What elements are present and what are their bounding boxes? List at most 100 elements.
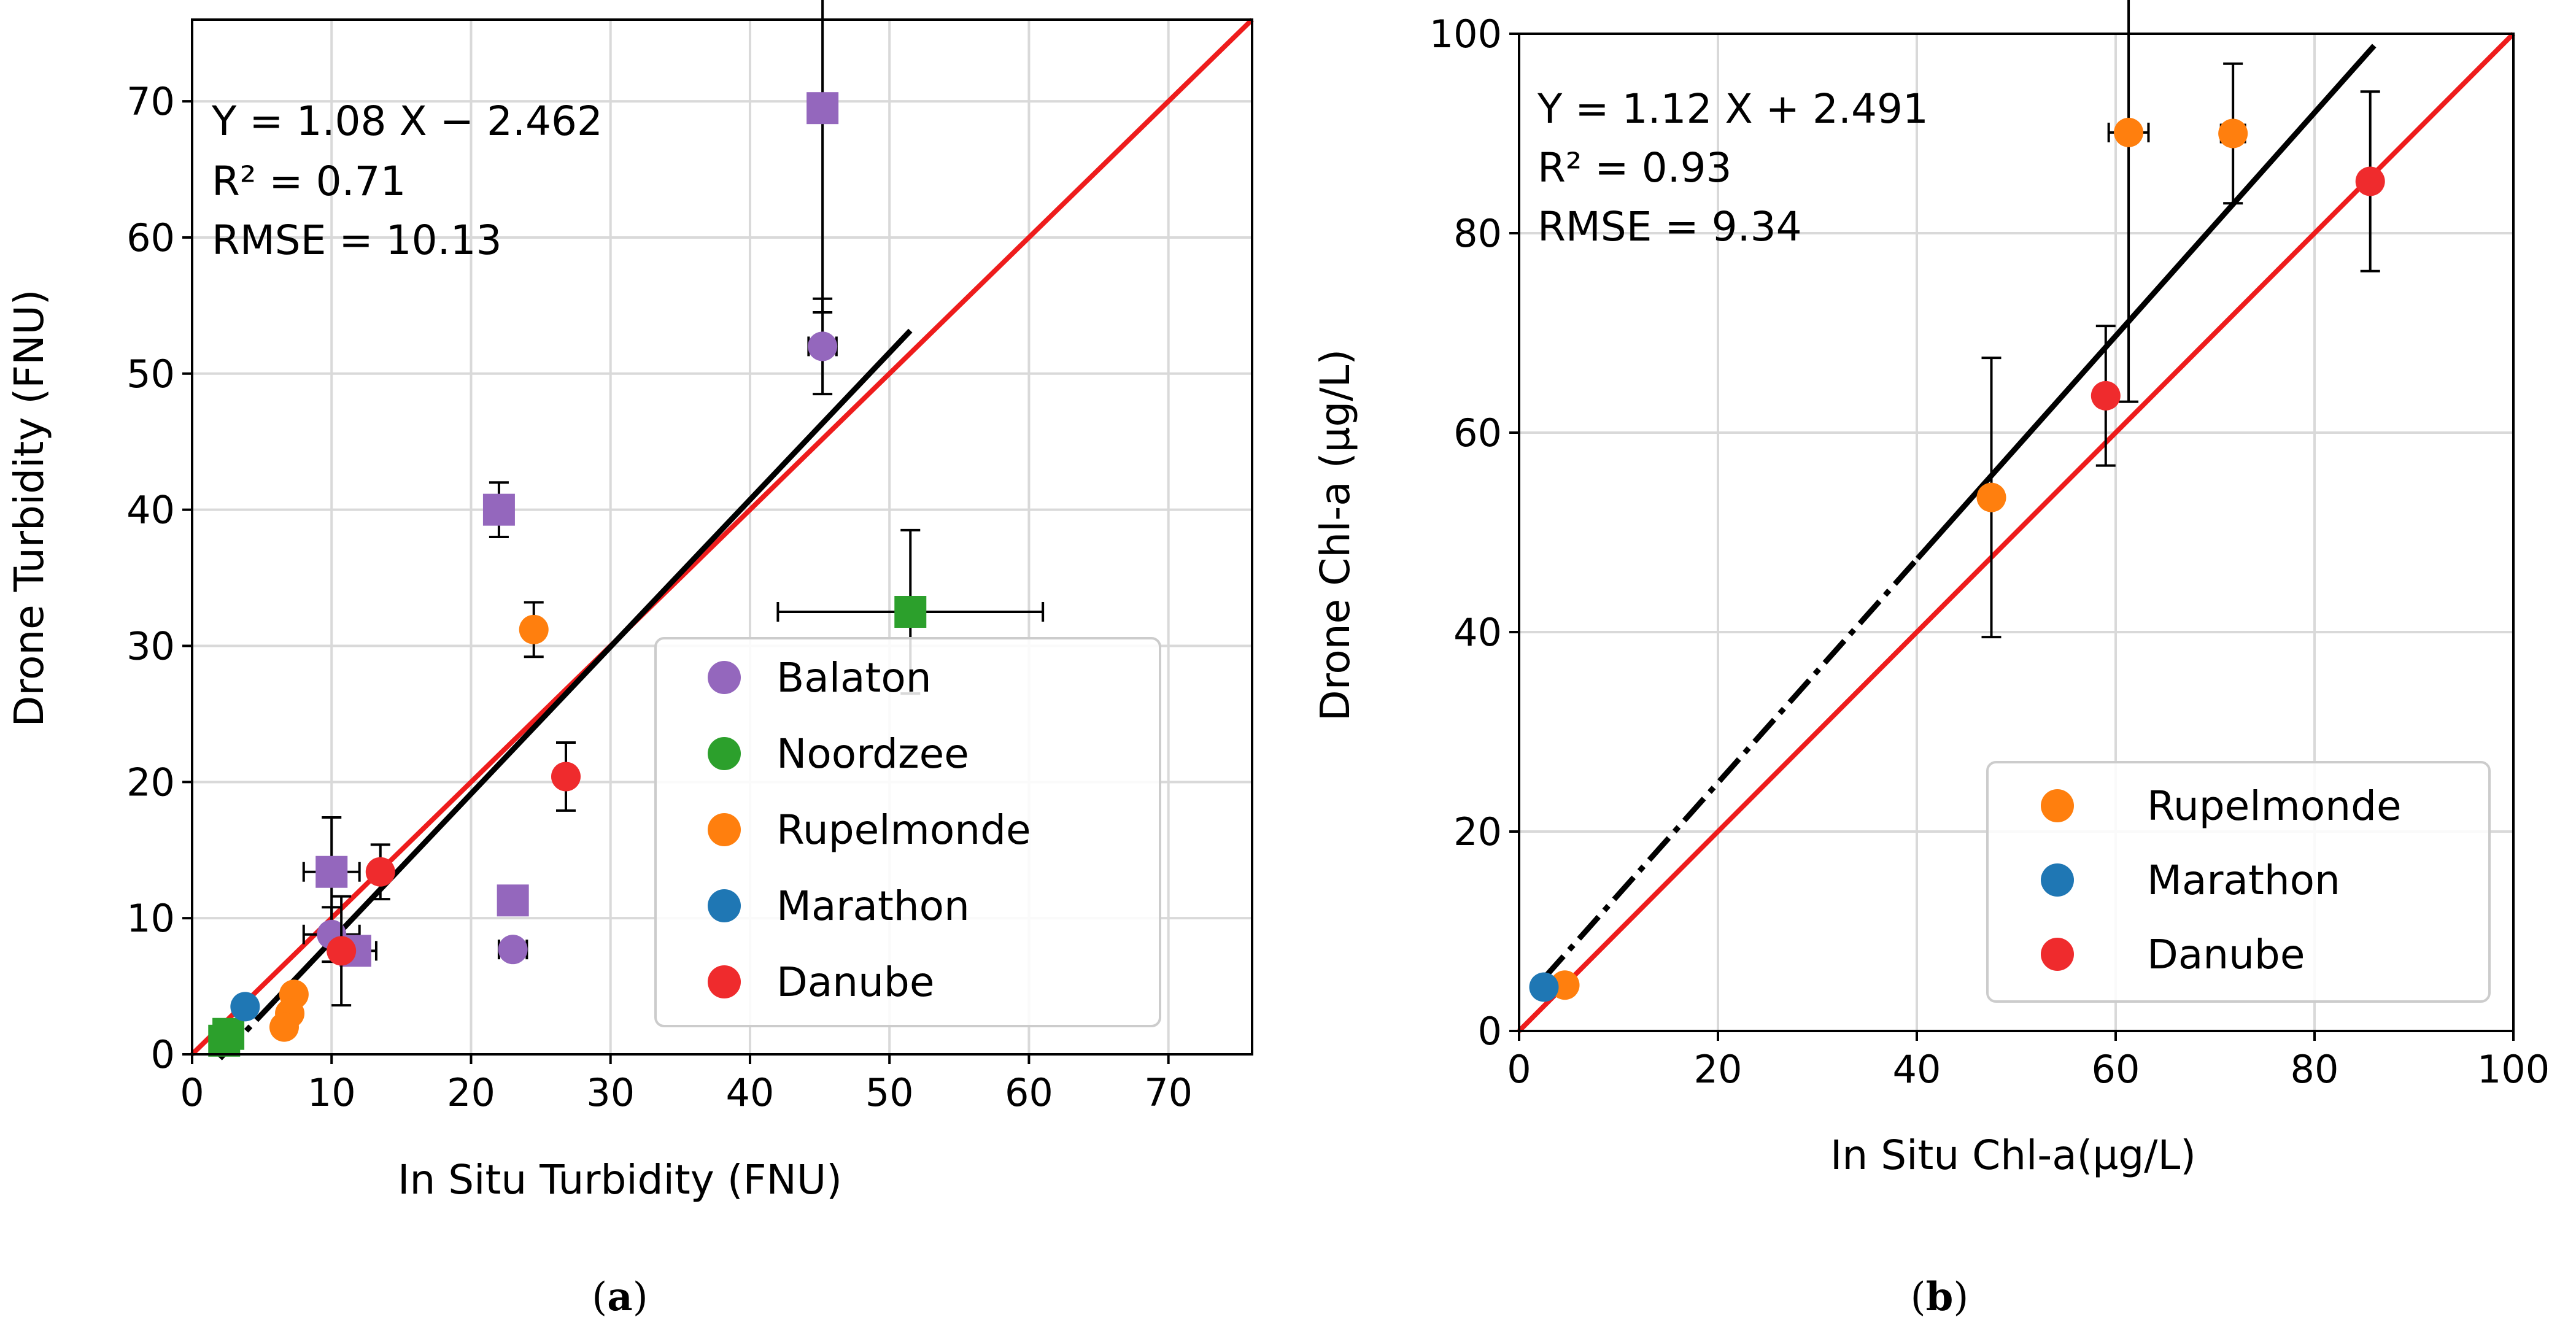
panel-b-caption-close-paren: ) xyxy=(1953,1275,1968,1320)
panel-b-x-tick-label-20: 20 xyxy=(1694,1047,1742,1092)
panel-b-one-to-one-line xyxy=(1517,32,2515,1033)
panel-a-y-tick-label-10: 10 xyxy=(126,896,175,941)
panel-a-marathon-circle-marker-0 xyxy=(230,992,260,1022)
panel-a-x-tick-label-0: 0 xyxy=(180,1070,204,1115)
panel-a-x-tick-label-10: 10 xyxy=(307,1070,356,1115)
panel-a-danube-circle-marker-0 xyxy=(551,762,581,792)
panel-a-noordzee-point-group-0 xyxy=(776,528,1045,695)
panel-b-rmse: RMSE = 9.34 xyxy=(1537,203,1802,250)
panel-a-turbidity: 0 10 20 30 40 50 60 70 0 10 20 30 40 50 60 70 Y = 1.08… xyxy=(6,0,1254,1320)
panel-a-noordzee-square-marker-0 xyxy=(894,596,927,628)
panel-a-balaton-circle-marker-1 xyxy=(808,331,838,361)
panel-b-x-tick-label-60: 60 xyxy=(2092,1047,2140,1092)
panel-b-rupelmonde-circle-marker-1 xyxy=(2218,118,2248,149)
panel-b-legend-marker-danube xyxy=(2041,938,2074,971)
panel-b-danube-point-group-1 xyxy=(2091,325,2121,467)
panel-b-plot-frame xyxy=(1518,33,2515,1032)
panel-a-r-squared: R² = 0.71 xyxy=(212,158,406,205)
panel-b-chlorophyll: 0 20 40 60 80 100 0 20 40 60 80 100 Y = 1.12 X + 2… xyxy=(1312,0,2550,1320)
panel-a-danube-point-group-0 xyxy=(551,741,581,812)
panel-a-one-to-one-line xyxy=(190,18,1254,1056)
panel-a-rupelmonde-point-group-0 xyxy=(519,601,549,658)
panel-b-legend-label-marathon: Marathon xyxy=(2147,857,2340,904)
panel-a-rupelmonde-circle-marker-3 xyxy=(269,1012,299,1042)
panel-a-y-ticks: 0 10 20 30 40 50 60 70 xyxy=(126,79,192,1077)
panel-a-balaton-point-group-1 xyxy=(807,297,838,396)
panel-a-y-tick-label-40: 40 xyxy=(126,488,175,533)
panel-a-x-tick-label-30: 30 xyxy=(586,1070,635,1115)
panel-a-danube-circle-marker-2 xyxy=(327,936,357,966)
panel-b-points xyxy=(1529,0,2385,1002)
panel-b-caption-letter: b xyxy=(1926,1274,1954,1320)
panel-a-rupelmonde-point-group-3 xyxy=(269,1012,299,1042)
panel-b-danube-circle-marker-0 xyxy=(2355,166,2385,196)
panel-a-y-tick-label-30: 30 xyxy=(126,623,175,668)
panel-a-x-tick-label-70: 70 xyxy=(1144,1070,1193,1115)
panel-b-x-tick-label-80: 80 xyxy=(2291,1047,2339,1092)
panel-b-r-squared: R² = 0.93 xyxy=(1537,144,1732,191)
panel-b-legend-marker-rupelmonde xyxy=(2041,789,2074,822)
panel-b-y-tick-label-60: 60 xyxy=(1453,411,1502,455)
panel-a-caption: (a) xyxy=(592,1274,648,1320)
panel-a-rupelmonde-circle-marker-0 xyxy=(519,614,549,644)
panel-b-rupelmonde-point-group-2 xyxy=(1976,357,2006,639)
panel-a-balaton-point-group-3 xyxy=(497,884,529,917)
panel-a-balaton-circle-marker-4 xyxy=(498,935,528,965)
panel-a-y-tick-label-60: 60 xyxy=(126,215,175,260)
panel-b-rupelmonde-circle-marker-2 xyxy=(1976,482,2006,512)
panel-b-legend-label-rupelmonde: Rupelmonde xyxy=(2147,782,2402,830)
panel-a-x-ticks: 0 10 20 30 40 50 60 70 xyxy=(180,1054,1193,1115)
panel-b-y-tick-label-40: 40 xyxy=(1453,610,1502,655)
panel-a-balaton-point-group-0 xyxy=(806,0,839,314)
panel-b-y-axis-label: Drone Chl-a (µg/L) xyxy=(1312,349,1359,721)
panel-a-legend-items: Balaton Noordzee Rupelmonde Marathon Danube xyxy=(708,654,1031,1006)
panel-b-x-tick-label-0: 0 xyxy=(1507,1047,1531,1092)
panel-a-balaton-square-marker-2 xyxy=(482,493,515,526)
panel-a-y-tick-label-20: 20 xyxy=(126,760,175,805)
panel-b-y-tick-label-20: 20 xyxy=(1453,809,1502,854)
panel-b-marathon-circle-marker-0 xyxy=(1529,972,1559,1002)
panel-a-caption-open-paren: ( xyxy=(592,1275,607,1320)
panel-a-y-tick-label-70: 70 xyxy=(126,79,175,124)
panel-b-rupelmonde-circle-marker-0 xyxy=(2114,117,2144,147)
panel-a-legend-label-rupelmonde: Rupelmonde xyxy=(776,806,1031,854)
panel-b-rupelmonde-point-group-0 xyxy=(2107,0,2150,403)
panel-a-caption-close-paren: ) xyxy=(633,1275,648,1320)
panel-a-points xyxy=(208,0,1045,1057)
panel-a-legend-label-danube: Danube xyxy=(776,959,934,1006)
panel-a-balaton-square-marker-5 xyxy=(315,855,348,888)
panel-a-y-axis-label: Drone Turbidity (FNU) xyxy=(6,289,53,727)
panel-a-legend-box xyxy=(654,637,1161,1027)
panel-a-legend-marker-rupelmonde xyxy=(708,813,741,846)
panel-a-x-tick-label-50: 50 xyxy=(865,1070,914,1115)
panel-b-legend: Rupelmonde Marathon Danube xyxy=(1986,761,2491,1003)
panel-b-caption-open-paren: ( xyxy=(1911,1275,1926,1320)
panel-b-legend-items: Rupelmonde Marathon Danube xyxy=(2041,782,2402,978)
panel-b-legend-box xyxy=(1986,761,2491,1003)
panel-b-rupelmonde-point-group-1 xyxy=(2218,62,2248,205)
panel-a-y-tick-label-50: 50 xyxy=(126,352,175,396)
panel-b-legend-label-danube: Danube xyxy=(2147,931,2305,978)
panel-b-x-tick-label-100: 100 xyxy=(2477,1047,2550,1092)
panel-b-fit-line-group xyxy=(1542,44,2377,981)
panel-a-legend-marker-noordzee xyxy=(708,737,741,770)
panel-a-balaton-point-group-4 xyxy=(497,935,528,965)
panel-b-y-ticks: 0 20 40 60 80 100 xyxy=(1429,12,1519,1054)
panel-b-one-to-one-line-group xyxy=(1517,32,2515,1033)
panel-a-x-tick-label-60: 60 xyxy=(1005,1070,1053,1115)
panel-a-x-tick-label-20: 20 xyxy=(447,1070,495,1115)
panel-a-danube-circle-marker-1 xyxy=(365,857,395,887)
panel-b-fit-equation: Y = 1.12 X + 2.491 xyxy=(1537,85,1928,133)
panel-a-legend-label-balaton: Balaton xyxy=(776,654,932,701)
panel-a-marathon-point-group-0 xyxy=(230,992,260,1022)
panel-a-balaton-point-group-2 xyxy=(482,481,515,538)
panel-a-legend-label-marathon: Marathon xyxy=(776,882,970,930)
panel-a-legend-label-noordzee: Noordzee xyxy=(776,730,969,778)
panel-a-rmse: RMSE = 10.13 xyxy=(212,217,502,264)
panel-a-legend-marker-balaton xyxy=(708,661,741,694)
panel-a-caption-letter: a xyxy=(607,1274,632,1320)
panel-a-danube-point-group-2 xyxy=(327,895,357,1007)
panel-b-danube-circle-marker-1 xyxy=(2091,380,2121,411)
